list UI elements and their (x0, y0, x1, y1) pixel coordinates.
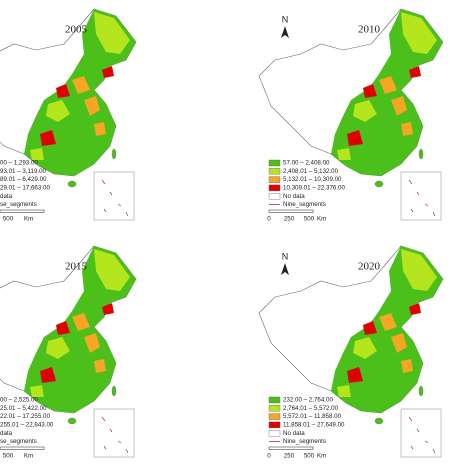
year-label: 2010 (358, 24, 381, 36)
scale-label: 500 (304, 453, 315, 460)
legend-label: Nine_segments (283, 201, 326, 208)
north-label: N (282, 14, 289, 24)
legend-swatch (268, 396, 281, 404)
legend-label: 29.01 – 17,663.00 (0, 185, 50, 192)
legend-swatch (268, 430, 281, 437)
legend-label: se_segments (0, 201, 37, 208)
scale-bar (0, 446, 45, 450)
legend-label: se_segments (0, 438, 37, 445)
legend-label: 25.01 – 5,422.00 (0, 405, 47, 412)
legend-label: No data (283, 430, 305, 437)
legend-label: 232.00 – 2,764.00 (283, 397, 333, 404)
scale-unit: Km (317, 453, 326, 460)
legend-swatch (268, 421, 281, 429)
legend-label: No data (283, 193, 305, 200)
year-label: 2005 (65, 24, 88, 36)
legend-label: 93.01 – 3,119.00 (0, 168, 47, 175)
scale-label: 500 (3, 216, 14, 223)
scale-unit: Km (317, 216, 326, 223)
scale-label: 250 (284, 216, 295, 223)
legend-label: 00 – 2,525.00 (0, 397, 38, 404)
scale-bar (268, 209, 314, 213)
scale-unit: Km (24, 453, 33, 460)
year-label: 2015 (65, 261, 88, 273)
scale-bar (0, 209, 45, 213)
legend-label: 57.00 – 2,408.00 (283, 160, 330, 167)
legend-swatch (268, 168, 281, 175)
legend-label: data (0, 430, 13, 437)
legend-swatch (268, 413, 281, 420)
legend-label: 11,858.01 – 27,649.00 (283, 422, 345, 429)
legend-label: 00 – 1,293.00 (0, 160, 38, 167)
legend-label: 89.01 – 6,429.00 (0, 176, 47, 183)
legend-swatch (268, 192, 281, 200)
legend-label: 255.01 – 22,843.00 (0, 422, 54, 429)
north-arrow (281, 26, 289, 38)
legend-swatch (268, 159, 281, 167)
north-arrow (281, 263, 289, 275)
year-label: 2020 (358, 261, 381, 273)
legend-swatch (268, 176, 281, 183)
scale-label: 500 (304, 216, 315, 223)
legend-label: 5,572.01 – 11,858.00 (283, 413, 342, 420)
legend-label: Nine_segments (283, 438, 326, 445)
legend-label: data (0, 193, 13, 200)
legend-label: 10,309.01 – 22,376.00 (283, 185, 345, 192)
scale-label: 500 (3, 453, 14, 460)
north-label: N (282, 251, 289, 261)
legend-label: 2,764.01 – 5,572.00 (283, 405, 339, 412)
legend-swatch (268, 184, 281, 192)
scale-label: 250 (284, 453, 295, 460)
legend-label: 5,132.01 – 10,309.00 (283, 176, 342, 183)
scale-bar (268, 446, 314, 450)
scale-label: 0 (267, 216, 271, 223)
scale-label: 0 (267, 453, 271, 460)
legend-label: 2,408.01 – 5,132.00 (283, 168, 339, 175)
legend-label: 22.01 – 17,255.00 (0, 413, 50, 420)
scale-unit: Km (24, 216, 33, 223)
legend-swatch (268, 405, 281, 412)
